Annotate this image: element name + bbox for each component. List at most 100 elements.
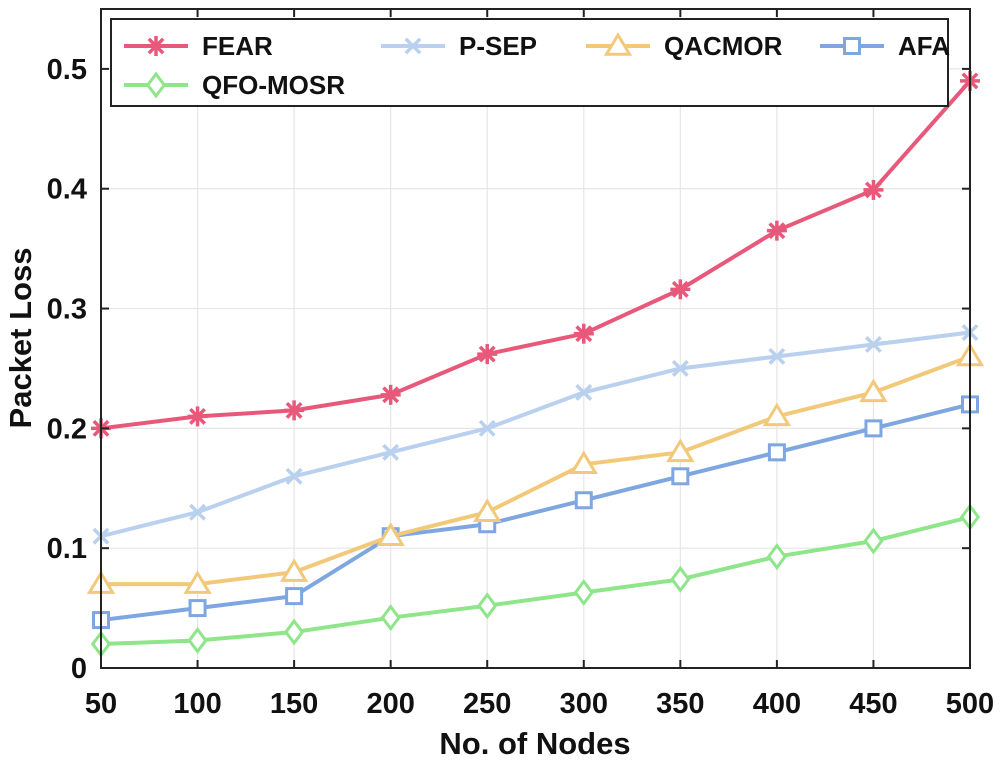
data-point-fear-stroke xyxy=(671,280,689,298)
data-point-fear xyxy=(187,406,208,427)
data-point-qfo-mosr xyxy=(573,579,594,607)
series-afa xyxy=(92,395,979,630)
grid-lines xyxy=(100,9,971,669)
y-tick-label: 0.1 xyxy=(47,533,87,565)
legend-marker-p-sep xyxy=(404,37,422,55)
data-point-qfo-mosr xyxy=(187,626,208,654)
data-point-qacmor xyxy=(569,450,598,475)
x-tick-label: 50 xyxy=(85,688,117,720)
series-qfo-mosr xyxy=(90,503,981,658)
data-point-qacmor xyxy=(183,570,212,594)
data-point-fear-stroke xyxy=(189,407,206,425)
legend-label-afa: AFA xyxy=(898,31,950,61)
data-point-qacmor xyxy=(762,402,792,427)
x-tick-label: 300 xyxy=(560,688,608,720)
legend-marker-afa xyxy=(843,37,861,55)
y-axis-label: Packet Loss xyxy=(3,248,38,429)
tick-marks xyxy=(100,9,971,669)
data-point-afa xyxy=(285,587,304,606)
data-point-fear-stroke xyxy=(382,386,400,404)
series-line-qfo-mosr xyxy=(100,515,971,647)
legend-item-qfo-mosr: QFO-MOSR xyxy=(124,70,345,100)
y-tick-label: 0.4 xyxy=(47,174,87,206)
data-point-fear xyxy=(477,344,498,365)
data-point-p-sep xyxy=(382,443,400,461)
data-point-afa xyxy=(188,599,207,618)
data-point-qfo-mosr xyxy=(863,527,884,555)
data-point-fear-stroke xyxy=(768,222,786,240)
data-point-p-sep-stroke xyxy=(865,336,882,353)
legend-marker-qacmor xyxy=(603,32,633,56)
x-tick-label: 100 xyxy=(173,688,221,720)
data-point-afa xyxy=(671,467,690,486)
data-point-fear xyxy=(380,384,401,405)
data-point-qacmor xyxy=(666,438,695,463)
legend-marker-fear xyxy=(146,36,166,56)
legend-item-fear: FEAR xyxy=(124,31,273,61)
data-point-p-sep xyxy=(285,467,303,485)
data-point-afa xyxy=(767,443,786,462)
series-line-fear xyxy=(100,79,972,431)
data-point-qacmor xyxy=(376,522,405,546)
legend-label-qfo-mosr: QFO-MOSR xyxy=(202,70,345,100)
data-point-fear-stroke xyxy=(285,401,303,419)
data-point-fear-stroke xyxy=(865,181,882,199)
data-point-p-sep-stroke xyxy=(671,360,689,377)
legend: FEAR P-SEP QACMOR AFA QFO-MOSR xyxy=(110,18,950,107)
data-point-fear-stroke xyxy=(478,345,496,363)
legend-label-fear: FEAR xyxy=(202,31,273,61)
y-tick-label: 0.5 xyxy=(47,54,87,86)
data-point-p-sep xyxy=(768,348,786,365)
x-tick-label: 200 xyxy=(366,688,414,720)
series-qacmor xyxy=(86,342,985,594)
series-fear xyxy=(91,70,980,439)
data-point-p-sep xyxy=(671,360,689,377)
data-point-qacmor xyxy=(859,378,888,403)
legend-label-qacmor: QACMOR xyxy=(664,31,783,61)
data-point-fear xyxy=(766,220,787,241)
data-point-p-sep xyxy=(478,419,496,437)
legend-item-p-sep: P-SEP xyxy=(381,31,537,61)
y-tick-label: 0.2 xyxy=(47,413,87,445)
legend-marker-fear-stroke xyxy=(147,37,165,55)
data-point-fear xyxy=(863,179,884,200)
data-point-fear xyxy=(284,400,305,421)
data-point-p-sep-stroke xyxy=(575,383,593,401)
series-line-p-sep xyxy=(100,330,971,539)
legend-box xyxy=(110,18,949,107)
x-tick-labels: 50 100 150 200 250 300 350 400 450 500 xyxy=(85,688,994,720)
legend-label-p-sep: P-SEP xyxy=(459,31,537,61)
x-tick-label: 400 xyxy=(753,688,801,720)
data-point-qfo-mosr xyxy=(283,618,305,646)
data-point-p-sep xyxy=(189,503,206,521)
y-tick-labels: 0 0.1 0.2 0.3 0.4 0.5 xyxy=(47,54,87,685)
data-point-p-sep xyxy=(575,383,593,401)
data-point-p-sep-stroke xyxy=(189,503,206,521)
data-series xyxy=(86,70,985,658)
x-tick-label: 500 xyxy=(946,688,994,720)
series-line-qacmor xyxy=(101,354,971,587)
data-point-afa xyxy=(864,419,883,438)
series-line-afa xyxy=(100,402,971,623)
data-point-fear xyxy=(670,279,691,300)
data-point-qacmor xyxy=(473,498,502,522)
x-tick-label: 450 xyxy=(849,688,897,720)
legend-marker-p-sep-stroke xyxy=(404,37,422,55)
x-tick-label: 150 xyxy=(270,688,318,720)
data-point-qfo-mosr xyxy=(380,604,401,632)
data-point-qacmor xyxy=(279,558,309,582)
data-point-p-sep-stroke xyxy=(478,419,496,437)
y-tick-label: 0 xyxy=(71,653,87,685)
x-tick-label: 350 xyxy=(656,688,704,720)
legend-item-afa: AFA xyxy=(820,31,950,61)
data-point-p-sep-stroke xyxy=(768,348,786,365)
data-point-fear xyxy=(573,323,594,344)
data-point-afa xyxy=(574,491,593,510)
x-tick-label: 250 xyxy=(463,688,511,720)
data-point-fear-stroke xyxy=(575,325,593,343)
legend-marker-qfo-mosr xyxy=(145,71,167,99)
data-point-qfo-mosr xyxy=(766,543,788,571)
legend-item-qacmor: QACMOR xyxy=(586,31,783,61)
